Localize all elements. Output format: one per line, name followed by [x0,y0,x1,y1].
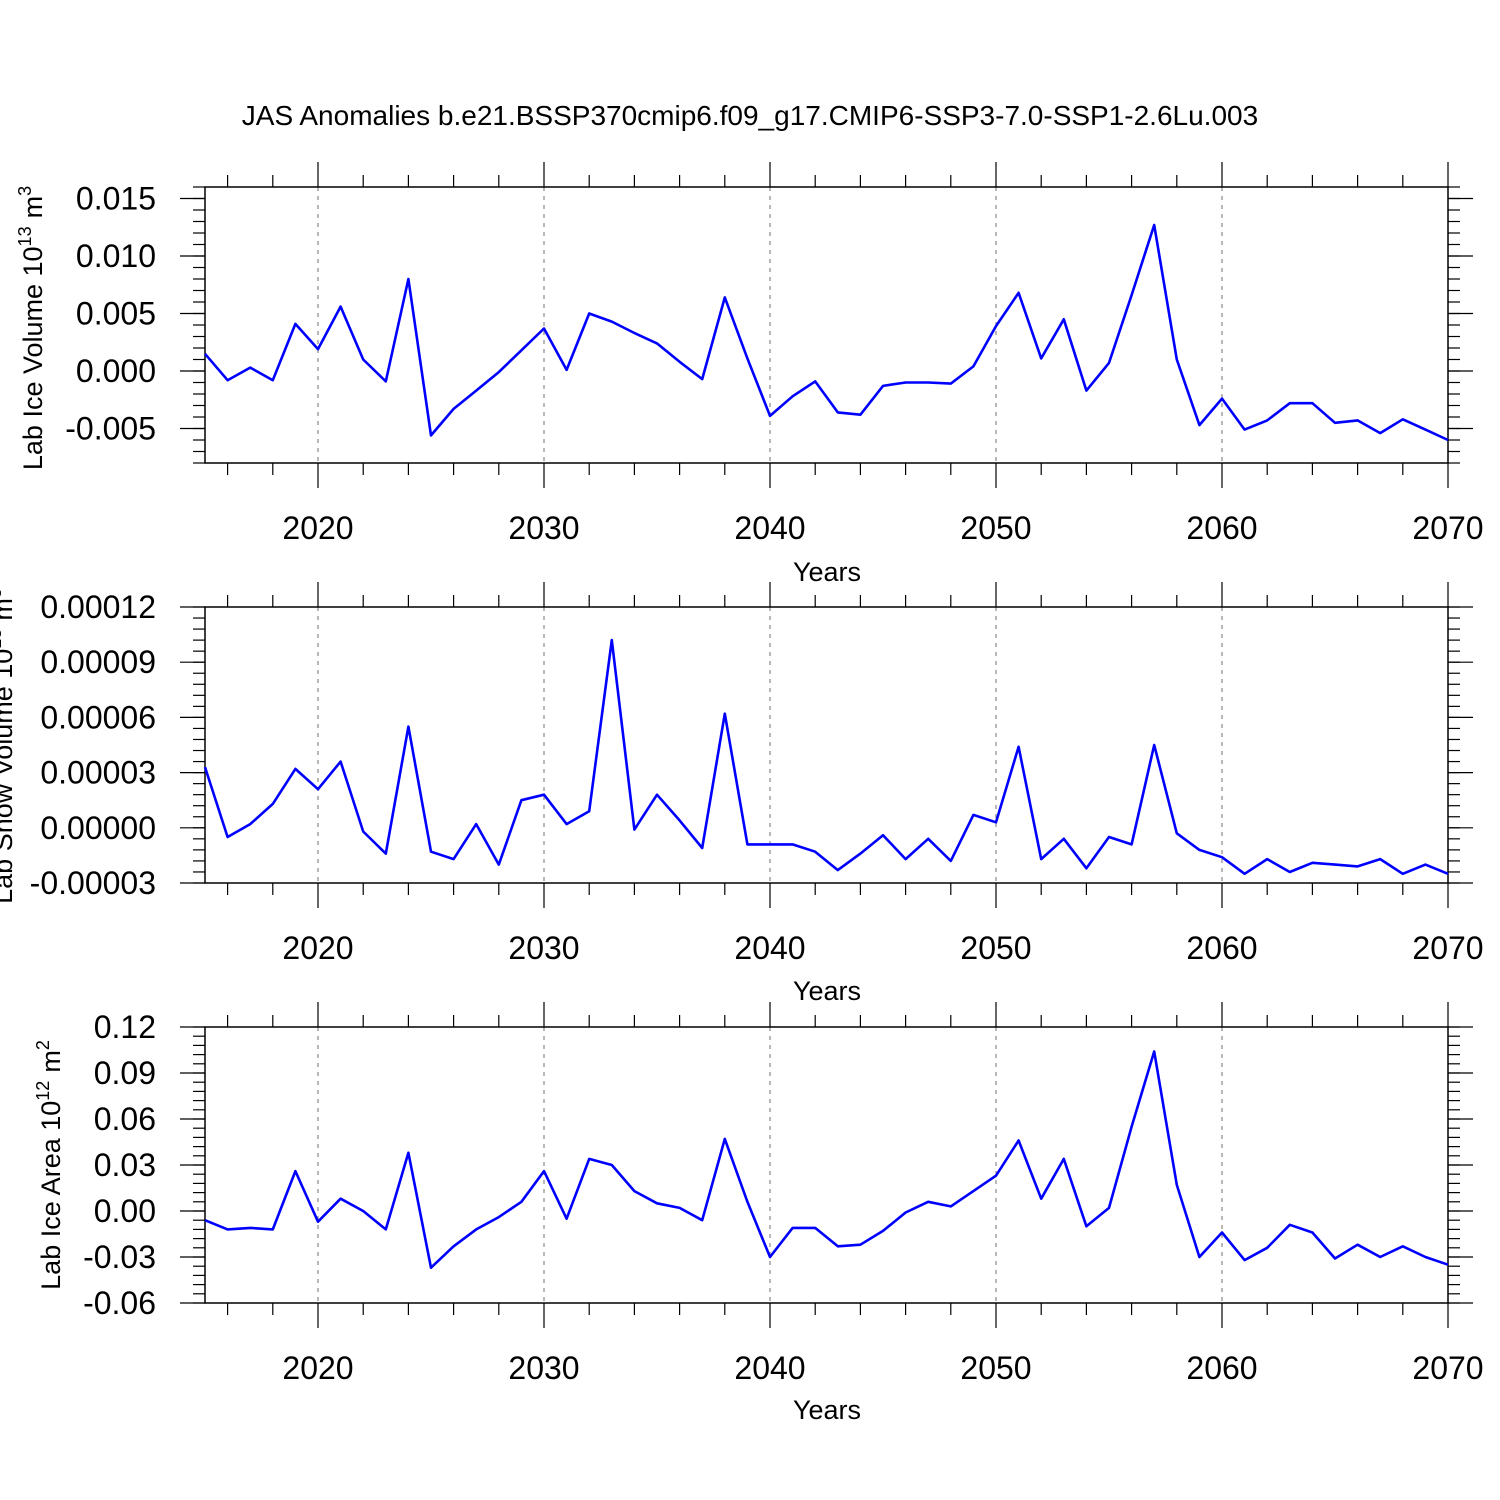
x-tick-label: 2050 [960,1350,1031,1386]
x-axis-label: Years [793,557,861,587]
x-tick-label: 2040 [734,1350,805,1386]
y-tick-label: 0.005 [76,296,156,332]
y-axis-label: Lab Ice Volume 1013m3 [15,186,48,470]
y-tick-label: -0.06 [83,1285,156,1321]
y-tick-label: 0.00009 [40,644,156,680]
x-axis-label: Years [793,976,861,1006]
x-tick-label: 2020 [282,510,353,546]
x-tick-label: 2070 [1412,510,1483,546]
y-tick-label: -0.005 [65,411,156,447]
series-line [204,223,1449,442]
y-axis-label: Lab Snow Volume 1013m3 [0,588,18,904]
y-tick-label: -0.03 [83,1239,156,1275]
series-line [203,638,1449,876]
x-tick-label: 2060 [1186,1350,1257,1386]
x-tick-label: 2040 [734,510,805,546]
panel-snow-volume: Lab Snow Volume 1013m3 Years 2020 2030 204… [0,582,1484,1006]
x-tick-label: 2060 [1186,930,1257,966]
y-tick-label: 0.010 [76,238,156,274]
panel-ice-area: Lab Ice Area 1012m2 Years 2020 2030 2040 20… [33,1002,1484,1425]
x-tick-label: 2070 [1412,1350,1483,1386]
y-tick-label: 0.000 [76,353,156,389]
y-tick-label: 0.00006 [40,699,156,735]
x-axis-label: Years [793,1395,861,1425]
y-tick-label: 0.06 [94,1101,156,1137]
y-tick-label: 0.12 [94,1009,156,1045]
x-tick-label: 2030 [508,1350,579,1386]
chart-title: JAS Anomalies b.e21.BSSP370cmip6.f09_g17… [242,100,1258,131]
x-tick-label: 2040 [734,930,805,966]
x-tick-label: 2050 [960,510,1031,546]
y-tick-label: 0.00003 [40,755,156,791]
x-tick-label: 2020 [282,930,353,966]
plot-frame [204,1026,1449,1304]
y-tick-label: 0.00000 [40,810,156,846]
series-line [204,1050,1449,1269]
y-axis-label: Lab Ice Area 1012m2 [33,1040,66,1290]
x-tick-label: 2060 [1186,510,1257,546]
y-tick-label: 0.00012 [40,589,156,625]
y-tick-label: 0.09 [94,1055,156,1091]
y-tick-label: 0.03 [94,1147,156,1183]
x-tick-label: 2020 [282,1350,353,1386]
y-tick-label: 0.00 [94,1193,156,1229]
x-tick-label: 2030 [508,510,579,546]
y-tick-label: -0.00003 [30,865,156,901]
x-tick-label: 2050 [960,930,1031,966]
x-tick-label: 2030 [508,930,579,966]
x-tick-label: 2070 [1412,930,1483,966]
panel-ice-volume: Lab Ice Volume 1013m3 Years 2020 2030 2040… [15,162,1484,587]
plot-frame [204,606,1449,884]
y-tick-label: 0.015 [76,181,156,217]
